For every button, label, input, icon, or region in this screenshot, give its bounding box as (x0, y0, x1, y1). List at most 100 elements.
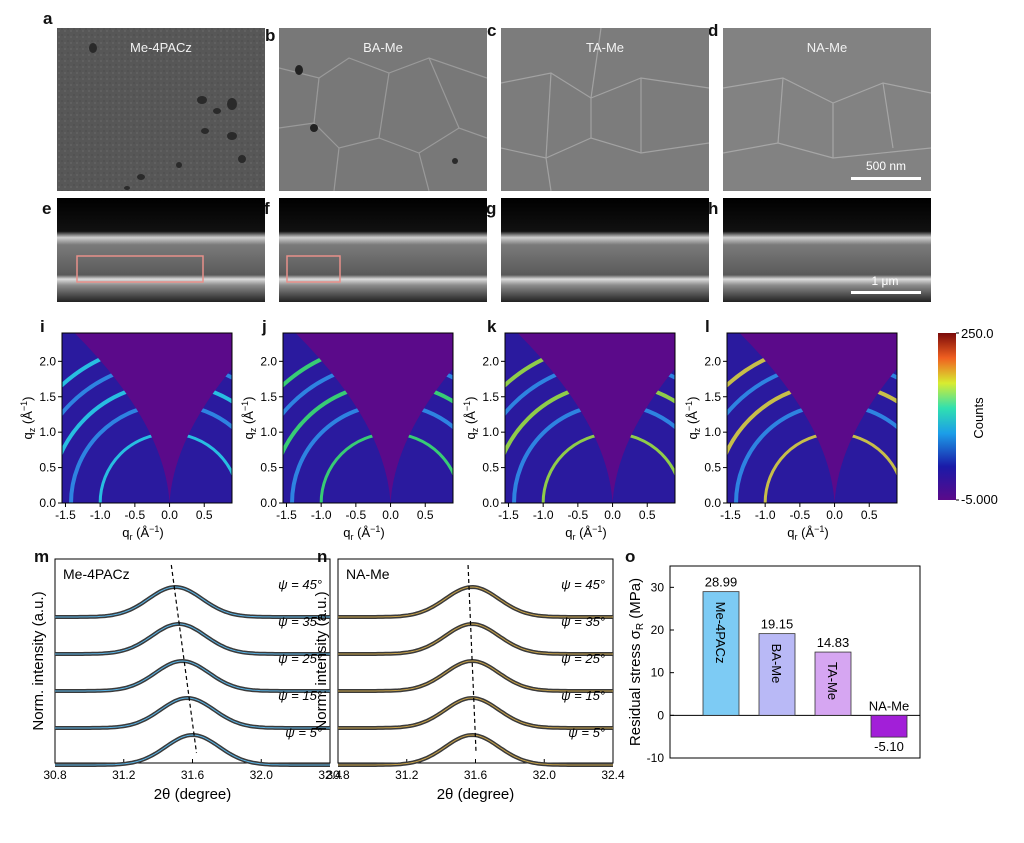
y-axis-label: qz (Å−1) (19, 397, 37, 440)
y-axis-label: Norm. intensity (a.u.) (313, 591, 330, 730)
panel-label-j: j (262, 317, 267, 336)
x-tick-label: 0.0 (161, 508, 178, 522)
x-tick-label: 32.4 (601, 768, 625, 782)
sem-texture-b (279, 28, 487, 191)
x-axis-label: qr (Å−1) (787, 524, 828, 540)
panel-title: NA-Me (346, 566, 390, 582)
panel-label-n: n (317, 547, 328, 566)
bar-na-me (870, 714, 908, 738)
x-tick-label: 0.5 (639, 508, 656, 522)
x-tick-label: 31.6 (464, 768, 488, 782)
x-tick-label: -1.0 (311, 508, 332, 522)
y-tick-label: 10 (651, 666, 665, 680)
x-tick-label: 31.6 (181, 768, 205, 782)
x-tick-label: -1.5 (498, 508, 519, 522)
y-tick-label: 0.5 (39, 461, 56, 475)
sem-image-d: NA-Me 500 nm (723, 28, 931, 191)
x-tick-label: -1.5 (720, 508, 741, 522)
colorbar-min: -5.000 (961, 492, 998, 507)
bar-category-label: BA-Me (769, 644, 784, 684)
x-tick-label: 31.2 (112, 768, 136, 782)
missing-wedge (74, 333, 232, 503)
x-tick-label: -1.0 (533, 508, 554, 522)
axes-frame (504, 332, 676, 504)
panel-label-i: i (40, 317, 45, 336)
bar-me-4pacz (702, 591, 740, 716)
sem-texture-c (501, 28, 709, 191)
cross-section-h (723, 198, 931, 302)
xrd-fit (338, 697, 613, 729)
sem-title-a: Me-4PACz (130, 40, 192, 55)
y-tick-label: 1.0 (260, 425, 277, 439)
x-tick-label: 32.0 (533, 768, 557, 782)
xrd-fit (55, 586, 330, 618)
panel-label-d: d (708, 21, 719, 40)
y-tick-label: 2.0 (260, 354, 277, 368)
xrd-fit (55, 734, 330, 766)
giwaxs-map-l: -1.5 -1.0 -0.5 0.0 0.5 0.0 0.5 1.0 1.5 2.0 qr (Å−1… (684, 332, 898, 540)
panel-label-o: o (625, 547, 636, 566)
panel-label-g: g (486, 199, 497, 218)
panel-label-c: c (487, 21, 497, 40)
bottom-charts: 30.8 31.2 31.6 32.0 32.4 2θ (degree) Norm. int… (30, 558, 921, 803)
cross-section-f (279, 198, 487, 302)
y-axis-label: qz (Å−1) (240, 397, 258, 440)
psi-label: ψ = 35° (278, 614, 322, 629)
cross-section-g (501, 198, 709, 302)
y-tick-label: 0.5 (704, 461, 721, 475)
x-axis-label: qr (Å−1) (565, 524, 606, 540)
sem-texture-a (57, 28, 265, 191)
panel-label-m: m (34, 547, 50, 566)
bar-value-label: 19.15 (761, 617, 794, 632)
xrd-fit (55, 660, 330, 692)
scale-label-500nm: 500 nm (865, 159, 907, 173)
scale-bar-1um (851, 291, 921, 294)
y-tick-label: 0.0 (39, 496, 56, 510)
y-axis-label: Residual stress σR (MPa) (627, 578, 646, 746)
y-tick-label: 1.5 (39, 390, 56, 404)
y-tick-label: 30 (651, 580, 665, 594)
sem-image-b: BA-Me (279, 28, 487, 191)
sem-texture-d (723, 28, 931, 191)
psi-label: ψ = 45° (278, 577, 322, 592)
psi-label: ψ = 15° (278, 688, 322, 703)
y-tick-label: 2.0 (704, 354, 721, 368)
panel-label-a: a (43, 9, 53, 28)
y-tick-label: 2.0 (482, 354, 499, 368)
psi-label: ψ = 25° (278, 651, 322, 666)
xrd-fit (338, 586, 613, 618)
highlight-box-e (76, 255, 204, 283)
x-tick-label: 0.0 (826, 508, 843, 522)
bar-value-label: 28.99 (705, 575, 738, 590)
y-tick-label: 0.0 (704, 496, 721, 510)
x-axis-label: 2θ (degree) (154, 786, 232, 803)
y-tick-label: 1.0 (482, 425, 499, 439)
y-tick-label: 0.5 (482, 461, 499, 475)
x-tick-label: -1.0 (755, 508, 776, 522)
colorbar-max: 250.0 (961, 326, 994, 341)
bar-category-label: Me-4PACz (713, 602, 728, 664)
giwaxs-row: -1.5 -1.0 -0.5 0.0 0.5 0.0 0.5 1.0 1.5 2.0 qr (Å−1… (19, 326, 998, 540)
panel-label-f: f (264, 199, 270, 218)
y-tick-label: 1.0 (39, 425, 56, 439)
xrd-panel-m: 30.8 31.2 31.6 32.0 32.4 2θ (degree) Norm. int… (30, 558, 342, 803)
missing-wedge (739, 333, 897, 503)
y-tick-label: 0.0 (482, 496, 499, 510)
y-tick-label: 20 (651, 623, 665, 637)
bar-ba-me (758, 633, 796, 716)
y-tick-label: 0.5 (260, 461, 277, 475)
axes-frame (726, 332, 898, 504)
residual-stress-chart: -10 0 10 20 30 Residual stress σR (MPa) 28.99 M… (627, 565, 921, 765)
sem-cross-section-strip (57, 198, 931, 302)
panel-label-l: l (705, 317, 710, 336)
x-tick-label: 32.4 (318, 768, 342, 782)
x-tick-label: -0.5 (568, 508, 589, 522)
bar-category-label: TA-Me (825, 662, 840, 700)
giwaxs-map-j: -1.5 -1.0 -0.5 0.0 0.5 0.0 0.5 1.0 1.5 2.0 qr (Å−1… (240, 332, 454, 540)
axes-frame (61, 332, 233, 504)
x-tick-label: 0.0 (382, 508, 399, 522)
x-axis-label: 2θ (degree) (437, 786, 515, 803)
psi-label: ψ = 35° (561, 614, 605, 629)
psi-label: ψ = 15° (561, 688, 605, 703)
colorbar (938, 333, 956, 500)
